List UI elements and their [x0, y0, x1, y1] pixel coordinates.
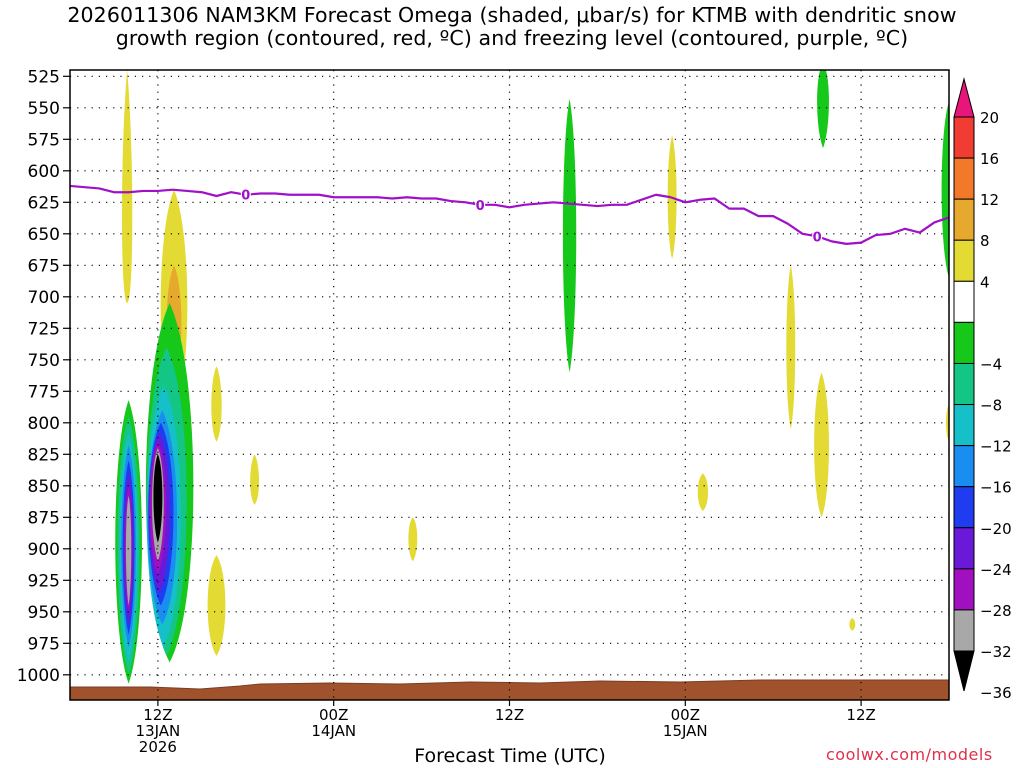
freezing-level-line	[70, 184, 949, 245]
colorbar-tick-label: 8	[980, 232, 990, 250]
y-tick-label: 800	[28, 414, 60, 434]
y-tick-label: 950	[28, 603, 60, 623]
omega-region-3	[211, 366, 222, 442]
freezing-level-label-bg	[475, 197, 486, 212]
colorbar-swatch	[953, 280, 975, 323]
omega-region-6	[408, 517, 418, 562]
y-tick-label: 900	[28, 540, 60, 560]
colorbar-tick-label: −24	[980, 561, 1012, 579]
x-tick-label: 14JAN	[311, 722, 356, 740]
x-tick-label: 12Z	[846, 706, 875, 724]
freezing-level-contour: 0 0 0	[70, 184, 949, 245]
omega-region-12	[817, 70, 829, 149]
colorbar-tick-label: −16	[980, 479, 1012, 497]
y-axis: 525 550 575 600 625 650 675 700 725 750 775 800 825 8…	[17, 67, 70, 686]
freezing-level-label: 0	[476, 199, 485, 214]
colorbar-tick-label: −4	[980, 355, 1002, 373]
y-tick-label: 1000	[17, 666, 60, 686]
colorbar-swatch	[953, 239, 975, 282]
omega-region-5	[250, 454, 260, 505]
title-line-1: 2026011306 NAM3KM Forecast Omega (shaded…	[67, 3, 957, 27]
colorbar-swatch	[953, 568, 975, 611]
freezing-level-label-bg	[812, 229, 823, 244]
colorbar-tick-label: 16	[980, 150, 999, 168]
y-tick-label: 875	[28, 508, 60, 528]
x-tick-label: 00Z	[319, 706, 348, 724]
x-tick-label: 12Z	[495, 706, 524, 724]
colorbar-min-arrow	[953, 650, 975, 692]
colorbar-tick-label: −28	[980, 602, 1012, 620]
omega-region-32	[153, 454, 163, 543]
x-tick-label: 12Z	[143, 706, 172, 724]
colorbar-swatch	[953, 609, 975, 652]
colorbar-tick-label: 4	[980, 273, 990, 291]
omega-region-9	[697, 473, 709, 511]
x-tick-label: 13JAN	[136, 722, 181, 740]
omega-shading	[115, 70, 949, 684]
y-tick-label: 600	[28, 162, 60, 182]
colorbar-tick-label: −8	[980, 397, 1002, 415]
x-tick-label: 15JAN	[663, 722, 708, 740]
colorbar-swatch	[953, 445, 975, 488]
y-tick-label: 700	[28, 288, 60, 308]
colorbar-swatch	[953, 527, 975, 570]
grid	[70, 70, 949, 700]
x-tick-label: 00Z	[671, 706, 700, 724]
colorbar-swatch	[953, 404, 975, 447]
y-tick-label: 575	[28, 130, 60, 150]
colorbar-swatch	[953, 362, 975, 406]
site-credit[interactable]: coolwx.com/models	[826, 745, 993, 764]
freezing-level-label: 0	[241, 189, 250, 204]
chart-title: 2026011306 NAM3KM Forecast Omega (shaded…	[0, 4, 1024, 50]
omega-region-7	[562, 98, 577, 373]
omega-region-0	[121, 70, 133, 304]
y-tick-label: 550	[28, 99, 60, 119]
colorbar-tick-label: −12	[980, 438, 1012, 456]
y-tick-label: 650	[28, 225, 60, 245]
y-tick-label: 725	[28, 319, 60, 339]
freezing-level-label: 0	[813, 230, 822, 245]
colorbar-tick-label: 12	[980, 191, 999, 209]
omega-region-13	[849, 618, 856, 631]
y-tick-label: 625	[28, 193, 60, 213]
colorbar-swatch	[953, 157, 975, 200]
freezing-level-label-bg	[240, 187, 251, 202]
colorbar-tick-label: −32	[980, 643, 1012, 661]
omega-region-11	[814, 372, 829, 518]
y-tick-label: 675	[28, 256, 60, 276]
y-tick-label: 975	[28, 634, 60, 654]
y-tick-label: 825	[28, 445, 60, 465]
title-line-2: growth region (contoured, red, ºC) and f…	[115, 26, 909, 50]
colorbar-tick-label: 20	[980, 109, 999, 127]
y-tick-label: 850	[28, 477, 60, 497]
colorbar-max-arrow	[953, 77, 975, 118]
colorbar-swatch	[953, 116, 975, 159]
omega-region-14	[941, 101, 949, 278]
colorbar-swatch	[953, 321, 975, 364]
y-tick-label: 775	[28, 382, 60, 402]
omega-region-23	[125, 495, 132, 606]
omega-region-10	[786, 265, 796, 430]
x-tick-label: 2026	[139, 738, 177, 756]
x-axis-label: Forecast Time (UTC)	[414, 745, 606, 767]
colorbar-swatch	[953, 198, 975, 241]
colorbar-tick-label: −36	[980, 684, 1012, 702]
y-tick-label: 925	[28, 571, 60, 591]
y-tick-label: 525	[28, 67, 60, 87]
omega-region-4	[207, 555, 226, 656]
colorbar-tick-label: −20	[980, 520, 1012, 538]
colorbar: 20 16 12 8 4 −4 −8 −12 −16 −20 −24 −28 −32 −36	[953, 77, 1012, 702]
colorbar-swatch	[953, 486, 975, 529]
y-tick-label: 750	[28, 351, 60, 371]
